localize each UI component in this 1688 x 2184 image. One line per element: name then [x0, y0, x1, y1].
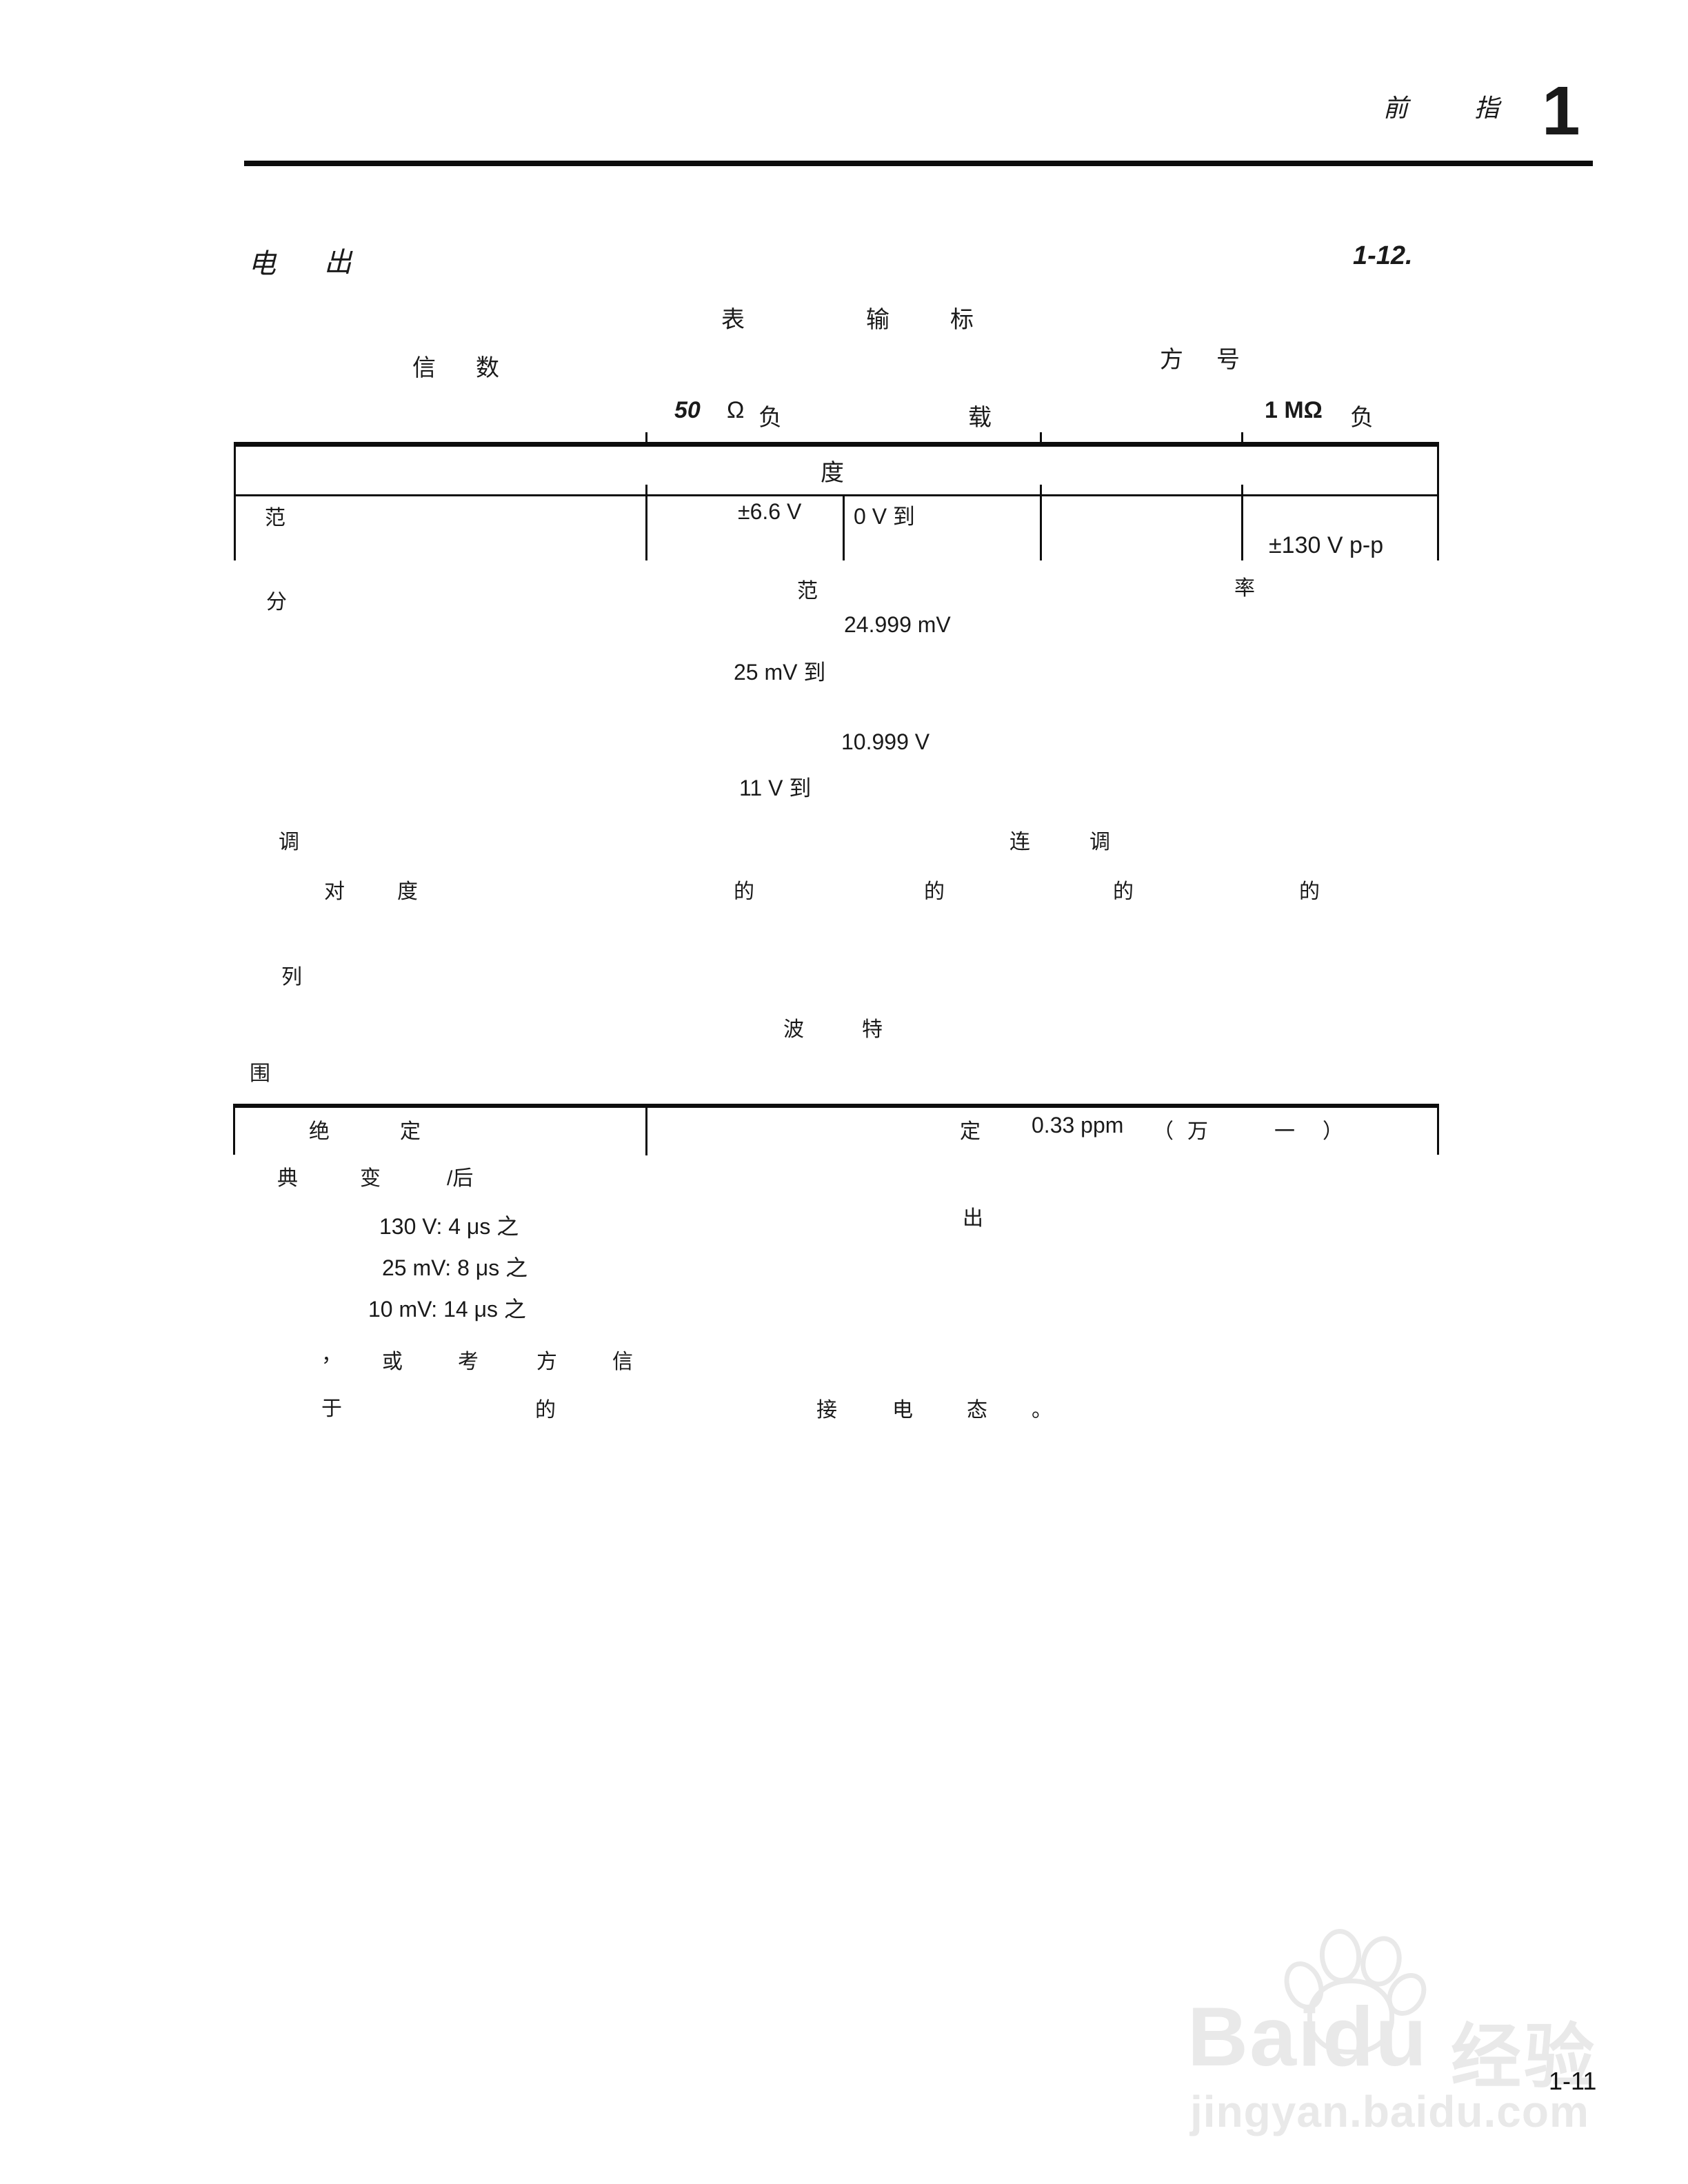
- text-fragment: ±6.6 V: [738, 499, 802, 524]
- text-fragment: 或: [382, 1350, 403, 1374]
- rule: [645, 1104, 647, 1155]
- paw-print-icon: [1277, 1928, 1435, 2054]
- rule: [1241, 485, 1243, 494]
- text-fragment: Ω: [727, 397, 745, 423]
- rule: [1241, 432, 1243, 442]
- text-fragment: 信: [612, 1350, 633, 1374]
- text-fragment: 定: [960, 1120, 981, 1144]
- text-fragment: 负: [1350, 404, 1374, 432]
- text-fragment: 度: [397, 880, 418, 904]
- text-fragment: ，: [321, 1343, 342, 1367]
- text-fragment: 10 mV: 14 μs 之: [368, 1297, 526, 1322]
- text-fragment: 数: [476, 354, 499, 382]
- text-fragment: 特: [862, 1018, 883, 1042]
- rule: [1040, 485, 1042, 494]
- text-fragment: 度: [821, 459, 844, 487]
- rule: [234, 442, 236, 560]
- text-fragment: 。: [1032, 1398, 1052, 1422]
- text-fragment: 波: [783, 1018, 804, 1042]
- text-fragment: ±130 V p-p: [1269, 532, 1384, 558]
- text-fragment: 表: [721, 306, 745, 334]
- paw-toe-icon: [1318, 1928, 1363, 1984]
- watermark-url-text: jingyan.baidu.com: [1190, 2087, 1589, 2136]
- text-fragment: 指: [1474, 94, 1500, 123]
- text-fragment: （: [1153, 1120, 1174, 1144]
- text-fragment: 输: [866, 306, 890, 334]
- text-fragment: 万: [1187, 1120, 1208, 1144]
- text-fragment: 10.999 V: [841, 729, 930, 754]
- text-fragment: 电: [248, 248, 276, 280]
- text-fragment: 50: [674, 397, 701, 423]
- text-fragment: 出: [324, 247, 352, 279]
- text-fragment: 围: [250, 1062, 270, 1086]
- text-fragment: 24.999 mV: [844, 612, 951, 637]
- rule: [1040, 494, 1042, 560]
- rule: [645, 432, 647, 442]
- text-fragment: 典: [277, 1166, 298, 1191]
- rule: [1040, 432, 1042, 442]
- text-fragment: /后: [447, 1167, 474, 1190]
- text-fragment: 负: [758, 404, 782, 432]
- text-fragment: 130 V: 4 μs 之: [379, 1214, 519, 1239]
- text-fragment: 标: [950, 306, 974, 334]
- text-fragment: 率: [1234, 576, 1255, 600]
- rule: [233, 1104, 235, 1155]
- text-fragment: 接: [816, 1398, 837, 1422]
- text-fragment: 范: [265, 506, 285, 530]
- text-fragment: 载: [968, 404, 992, 432]
- text-fragment: 0 V 到: [854, 504, 915, 529]
- text-fragment: 1: [1542, 72, 1580, 150]
- text-fragment: 11 V 到: [739, 776, 812, 800]
- text-fragment: 的: [535, 1398, 556, 1422]
- text-fragment: 范: [797, 579, 818, 603]
- text-fragment: 的: [924, 880, 945, 904]
- text-fragment: 态: [967, 1398, 987, 1422]
- paw-pad-icon: [1307, 1979, 1394, 2054]
- rule: [645, 485, 647, 494]
- rule: [244, 161, 1593, 166]
- text-fragment: 25 mV 到: [734, 660, 826, 685]
- text-fragment: 方: [536, 1350, 557, 1374]
- text-fragment: ）: [1323, 1120, 1343, 1144]
- rule: [233, 1104, 1439, 1108]
- rule: [1437, 1104, 1439, 1155]
- text-fragment: 信: [412, 354, 436, 382]
- text-fragment: 考: [458, 1350, 479, 1374]
- text-fragment: 列: [281, 965, 302, 989]
- text-fragment: 调: [279, 830, 299, 854]
- text-fragment: 变: [360, 1166, 381, 1191]
- rule: [234, 442, 1439, 447]
- text-fragment: 出: [963, 1206, 983, 1231]
- rule: [1437, 442, 1439, 560]
- text-fragment: 0.33 ppm: [1032, 1113, 1124, 1138]
- text-fragment: 25 mV: 8 μs 之: [382, 1255, 528, 1280]
- page-number: 1-11: [1549, 2067, 1597, 2095]
- text-fragment: 分: [266, 590, 287, 614]
- text-fragment: 1 MΩ: [1265, 397, 1323, 423]
- text-fragment: 于: [321, 1397, 342, 1421]
- text-fragment: 的: [1299, 880, 1320, 904]
- text-fragment: 的: [1113, 880, 1134, 904]
- rule: [843, 494, 845, 560]
- watermark-suffix-text: 经验: [1451, 2016, 1597, 2099]
- text-fragment: 连: [1009, 830, 1030, 854]
- text-fragment: 调: [1089, 830, 1110, 854]
- text-fragment: 电: [892, 1398, 913, 1422]
- text-fragment: 方: [1160, 346, 1183, 374]
- text-fragment: 一: [1274, 1120, 1295, 1144]
- rule: [645, 494, 647, 560]
- text-fragment: 前: [1383, 94, 1409, 123]
- text-fragment: 定: [400, 1120, 421, 1144]
- rule: [234, 494, 1439, 496]
- text-fragment: 号: [1216, 346, 1240, 374]
- text-fragment: 的: [734, 880, 754, 904]
- rule: [1241, 494, 1243, 560]
- text-fragment: 1-12.: [1353, 241, 1413, 270]
- text-fragment: 对: [324, 880, 345, 904]
- text-fragment: 绝: [309, 1120, 330, 1144]
